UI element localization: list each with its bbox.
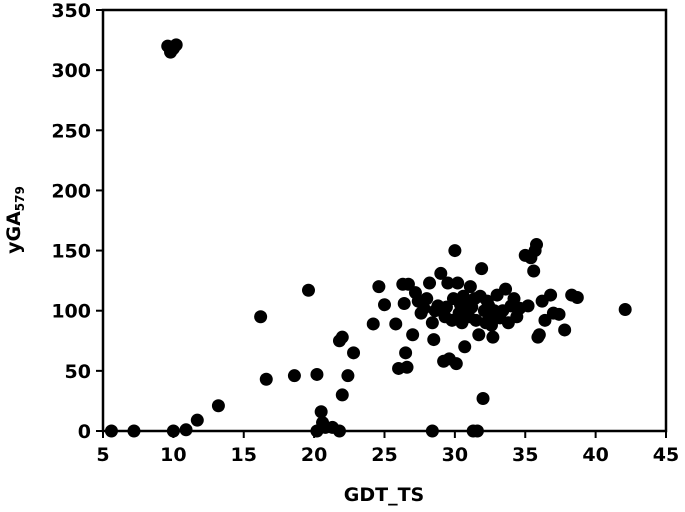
y-tick-label: 200: [51, 180, 91, 202]
data-point: [341, 369, 355, 383]
data-point: [254, 310, 268, 324]
data-point: [507, 292, 521, 306]
data-point: [378, 298, 391, 312]
data-point: [544, 288, 558, 302]
data-point: [389, 317, 403, 331]
data-point: [469, 313, 483, 327]
data-point: [399, 346, 413, 360]
plot-frame: [101, 8, 668, 433]
data-point: [427, 333, 441, 347]
data-point: [301, 283, 315, 297]
data-point: [484, 318, 498, 332]
data-point: [259, 372, 273, 386]
data-point: [372, 280, 386, 294]
y-axis-label-subscript: 579: [13, 186, 27, 211]
data-point: [347, 346, 361, 360]
data-point: [558, 323, 572, 337]
y-axis: 0 50 100 150 200 250 300 350: [51, 0, 103, 443]
x-axis-label: GDT_TS: [344, 484, 424, 506]
data-point: [449, 357, 463, 371]
data-point: [211, 399, 225, 413]
data-point: [448, 244, 462, 258]
y-tick-label: 300: [51, 60, 91, 82]
y-tick-label: 100: [51, 301, 91, 323]
data-point: [521, 299, 535, 313]
data-point: [451, 276, 465, 290]
x-tick-label: 20: [301, 444, 327, 466]
data-point: [463, 280, 477, 294]
y-axis-label: yGA579: [3, 186, 27, 254]
data-point: [366, 317, 380, 331]
data-points: [104, 38, 632, 438]
data-point: [166, 41, 180, 55]
data-point: [486, 330, 500, 344]
data-point: [499, 282, 513, 296]
data-point: [287, 369, 301, 383]
x-tick-label: 25: [371, 444, 397, 466]
data-point: [310, 367, 324, 381]
data-point: [434, 266, 448, 280]
y-tick-label: 0: [78, 421, 91, 443]
x-tick-label: 40: [582, 444, 608, 466]
data-point: [397, 296, 411, 310]
data-point: [530, 238, 544, 252]
data-point: [527, 264, 541, 278]
data-point: [314, 405, 328, 419]
y-axis-label-main: yGA: [3, 211, 25, 254]
data-point: [475, 262, 489, 276]
data-point: [335, 330, 349, 344]
data-point: [423, 276, 437, 290]
y-tick-label: 350: [51, 0, 91, 22]
x-tick-label: 45: [653, 444, 679, 466]
x-tick-label: 30: [442, 444, 468, 466]
data-point: [618, 303, 632, 317]
y-tick-label: 250: [51, 120, 91, 142]
x-tick-label: 10: [160, 444, 186, 466]
data-point: [538, 313, 552, 327]
data-point: [335, 388, 349, 402]
data-point: [406, 328, 420, 342]
data-point: [570, 290, 584, 304]
data-point: [425, 316, 439, 330]
data-point: [476, 392, 490, 406]
x-tick-label: 5: [96, 444, 109, 466]
x-tick-label: 15: [231, 444, 257, 466]
data-point: [532, 328, 546, 342]
x-axis: 5 10 15 20 25 30 35 40 45: [96, 431, 679, 466]
data-point: [458, 340, 472, 354]
data-point: [441, 276, 455, 290]
x-tick-label: 35: [512, 444, 538, 466]
data-point: [420, 292, 434, 306]
data-point: [552, 307, 566, 321]
y-tick-label: 150: [51, 241, 91, 263]
y-tick-label: 50: [65, 361, 91, 383]
data-point: [400, 360, 414, 374]
data-point: [190, 413, 204, 427]
data-point: [472, 328, 486, 342]
